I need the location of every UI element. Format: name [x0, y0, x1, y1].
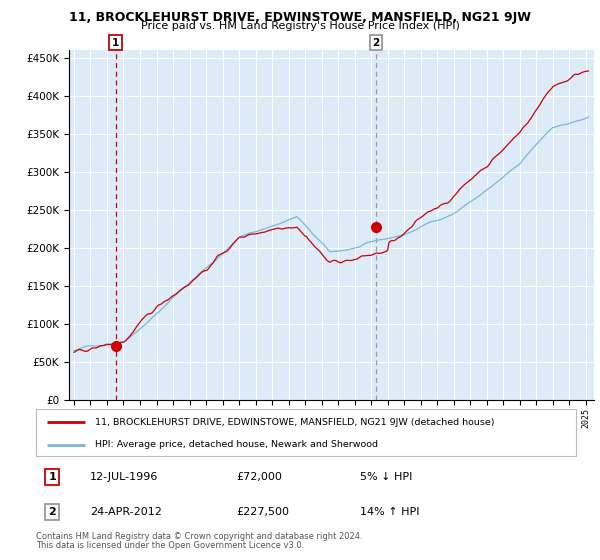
Text: 2: 2 — [373, 38, 380, 48]
Text: Price paid vs. HM Land Registry's House Price Index (HPI): Price paid vs. HM Land Registry's House … — [140, 21, 460, 31]
Text: 24-APR-2012: 24-APR-2012 — [90, 507, 162, 517]
Text: £72,000: £72,000 — [236, 472, 281, 482]
Text: HPI: Average price, detached house, Newark and Sherwood: HPI: Average price, detached house, Newa… — [95, 440, 379, 449]
Text: This data is licensed under the Open Government Licence v3.0.: This data is licensed under the Open Gov… — [36, 541, 304, 550]
Text: 5% ↓ HPI: 5% ↓ HPI — [360, 472, 412, 482]
Text: 11, BROCKLEHURST DRIVE, EDWINSTOWE, MANSFIELD, NG21 9JW (detached house): 11, BROCKLEHURST DRIVE, EDWINSTOWE, MANS… — [95, 418, 495, 427]
Text: 1: 1 — [112, 38, 119, 48]
Text: Contains HM Land Registry data © Crown copyright and database right 2024.: Contains HM Land Registry data © Crown c… — [36, 532, 362, 541]
Text: 11, BROCKLEHURST DRIVE, EDWINSTOWE, MANSFIELD, NG21 9JW: 11, BROCKLEHURST DRIVE, EDWINSTOWE, MANS… — [69, 11, 531, 24]
Text: 14% ↑ HPI: 14% ↑ HPI — [360, 507, 419, 517]
Text: £227,500: £227,500 — [236, 507, 289, 517]
Text: 12-JUL-1996: 12-JUL-1996 — [90, 472, 158, 482]
Text: 2: 2 — [49, 507, 56, 517]
FancyBboxPatch shape — [36, 409, 576, 456]
Text: 1: 1 — [49, 472, 56, 482]
